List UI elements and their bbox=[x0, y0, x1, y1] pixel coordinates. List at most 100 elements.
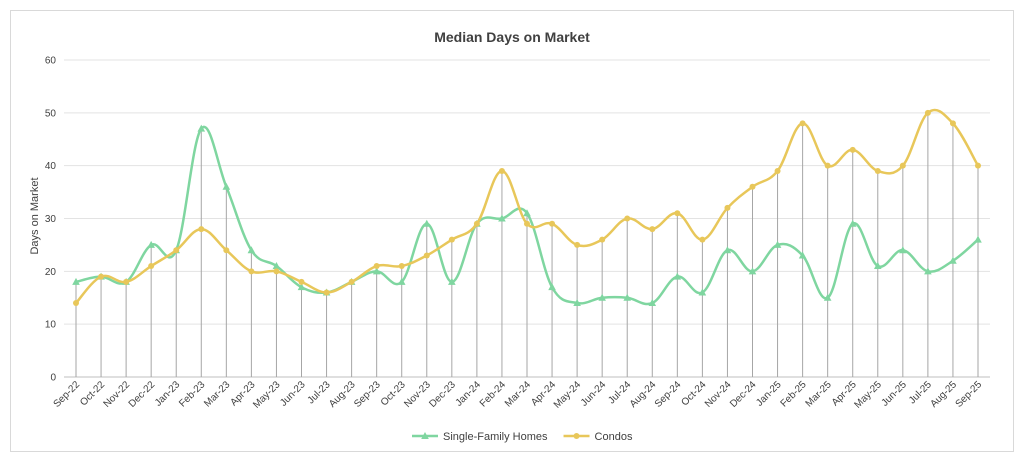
data-point bbox=[498, 214, 506, 222]
circle-marker-icon bbox=[573, 433, 580, 439]
data-point bbox=[975, 162, 981, 169]
data-point bbox=[348, 278, 355, 285]
data-point bbox=[573, 299, 581, 307]
data-point bbox=[397, 277, 406, 285]
data-point bbox=[372, 267, 381, 275]
x-tick-label: Feb-23 bbox=[177, 379, 207, 409]
data-point bbox=[549, 220, 556, 227]
data-point bbox=[773, 240, 782, 248]
data-point bbox=[398, 263, 405, 270]
data-point bbox=[924, 109, 931, 116]
data-point bbox=[323, 289, 330, 296]
data-point bbox=[924, 267, 932, 275]
data-point bbox=[422, 219, 431, 227]
data-point bbox=[624, 215, 631, 222]
data-point bbox=[949, 256, 957, 264]
x-tick-label: Mar-24 bbox=[503, 379, 533, 409]
data-point bbox=[298, 278, 305, 285]
data-point bbox=[899, 246, 907, 254]
data-point bbox=[197, 124, 206, 132]
series-layer bbox=[72, 108, 982, 307]
data-point bbox=[824, 162, 831, 169]
x-tick-label: Nov-22 bbox=[102, 379, 133, 410]
data-point bbox=[723, 246, 732, 254]
data-point bbox=[523, 209, 531, 217]
x-tick-label: Mar-25 bbox=[804, 379, 834, 409]
x-tick-label: May-25 bbox=[853, 379, 885, 411]
data-point bbox=[72, 277, 80, 285]
data-point bbox=[373, 263, 380, 270]
data-point bbox=[823, 293, 832, 301]
data-point bbox=[148, 263, 155, 270]
data-point bbox=[273, 268, 280, 275]
y-tick-label: 50 bbox=[45, 108, 57, 119]
data-point bbox=[748, 267, 757, 275]
data-point bbox=[98, 273, 105, 280]
x-tick-label: Jun-23 bbox=[278, 379, 308, 409]
data-point bbox=[698, 288, 707, 296]
data-point bbox=[599, 236, 606, 243]
y-axis-label: Days on Market bbox=[29, 177, 41, 254]
x-axis-ticks: Sep-22Oct-22Nov-22Dec-22Jan-23Feb-23Mar-… bbox=[52, 379, 985, 411]
x-tick-label: Dec-23 bbox=[427, 379, 458, 410]
data-point bbox=[222, 182, 231, 190]
drop-lines bbox=[75, 112, 979, 377]
data-point bbox=[849, 146, 856, 153]
data-point bbox=[774, 167, 781, 174]
y-tick-label: 30 bbox=[45, 214, 57, 225]
data-point bbox=[423, 252, 430, 259]
data-point bbox=[73, 300, 79, 307]
x-tick-label: Aug-25 bbox=[928, 379, 959, 410]
data-point bbox=[699, 236, 706, 243]
x-tick-label: Sep-24 bbox=[653, 379, 684, 410]
y-tick-label: 40 bbox=[45, 161, 57, 172]
x-tick-label: Jan-24 bbox=[454, 379, 484, 409]
x-tick-label: Jun-25 bbox=[880, 379, 910, 409]
x-tick-label: Sep-23 bbox=[352, 379, 383, 410]
data-point bbox=[798, 251, 807, 259]
data-point bbox=[524, 220, 530, 227]
legend-label: Condos bbox=[595, 431, 633, 443]
x-tick-label: Aug-23 bbox=[327, 379, 358, 410]
data-point bbox=[649, 226, 656, 233]
data-point bbox=[448, 277, 456, 285]
y-tick-label: 0 bbox=[50, 373, 56, 384]
data-point bbox=[974, 235, 982, 243]
data-point bbox=[848, 219, 857, 227]
x-tick-label: Jun-24 bbox=[579, 379, 609, 409]
data-point bbox=[548, 283, 556, 291]
data-point bbox=[799, 120, 806, 127]
data-point bbox=[248, 268, 255, 275]
chart-title: Median Days on Market bbox=[434, 29, 590, 45]
data-point bbox=[623, 293, 632, 301]
data-point bbox=[147, 240, 155, 248]
x-tick-label: Mar-23 bbox=[202, 379, 232, 409]
data-point bbox=[247, 246, 256, 254]
data-point bbox=[448, 236, 455, 243]
x-tick-label: Feb-25 bbox=[779, 379, 809, 409]
data-point bbox=[498, 167, 505, 174]
x-tick-label: Dec-22 bbox=[127, 379, 158, 410]
data-point bbox=[473, 220, 480, 227]
x-tick-label: Jan-23 bbox=[153, 379, 183, 409]
data-point bbox=[874, 167, 881, 174]
data-point bbox=[297, 283, 306, 291]
x-tick-label: Sep-25 bbox=[954, 379, 985, 410]
data-point bbox=[749, 183, 756, 190]
x-tick-label: Nov-23 bbox=[402, 379, 433, 410]
legend-label: Single-Family Homes bbox=[443, 431, 548, 443]
data-point bbox=[648, 299, 657, 307]
data-point bbox=[598, 293, 606, 301]
x-tick-label: May-23 bbox=[251, 379, 283, 411]
x-tick-label: Aug-24 bbox=[628, 379, 659, 410]
x-tick-label: Feb-24 bbox=[478, 379, 508, 409]
data-point bbox=[873, 262, 882, 270]
data-point bbox=[272, 262, 281, 270]
data-point bbox=[673, 272, 682, 280]
legend: Single-Family Homes Condos bbox=[412, 431, 633, 443]
data-point bbox=[223, 247, 230, 254]
x-tick-label: Jan-25 bbox=[754, 379, 784, 409]
data-point bbox=[949, 120, 956, 127]
x-tick-label: May-24 bbox=[552, 379, 584, 411]
